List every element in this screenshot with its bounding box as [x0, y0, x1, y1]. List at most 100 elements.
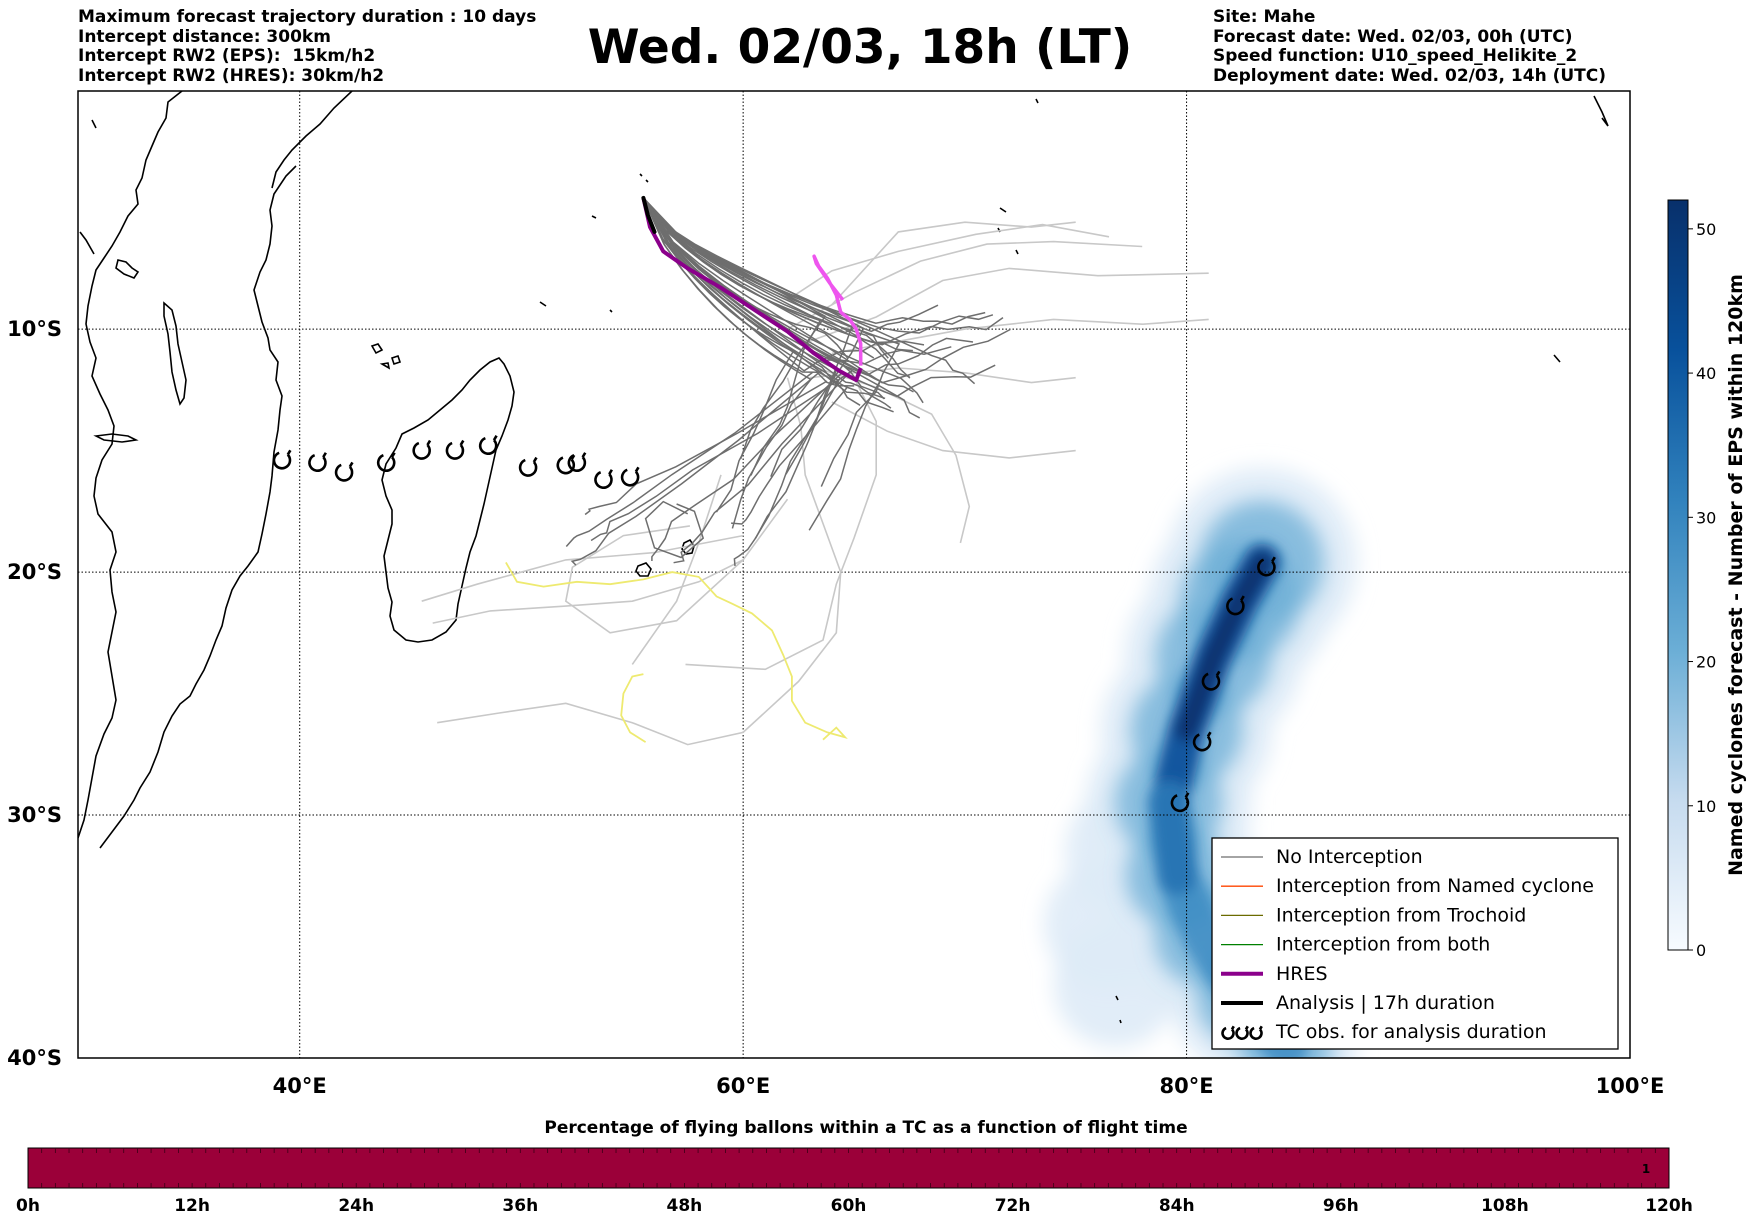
tc-symbol-tail: [322, 452, 327, 458]
eps-track: [642, 197, 865, 477]
header-right-info: Site: Mahe Forecast date: Wed. 02/03, 00…: [1213, 7, 1607, 86]
time-bar-fill: [27, 1147, 1670, 1189]
tc-symbol-tail: [426, 439, 432, 446]
tc-symbol-icon: [445, 439, 465, 460]
late-forecast-track: [432, 559, 744, 624]
tc-symbol-icon: [1221, 1025, 1235, 1040]
eps-track: [570, 369, 822, 566]
colorbar-tick-label: 0: [1696, 941, 1706, 960]
tc-symbol-arc: [620, 468, 640, 487]
page-title: Wed. 02/03, 18h (LT): [587, 20, 1133, 75]
colorbar-tick-label: 20: [1696, 653, 1716, 672]
header-right-line: Deployment date: Wed. 02/03, 14h (UTC): [1213, 65, 1607, 86]
tc-symbol-icon: [412, 439, 432, 460]
time-bar-tick-label: 36h: [502, 1196, 538, 1216]
hres-late-track: [812, 254, 863, 366]
header-right-line: Site: Mahe: [1213, 7, 1316, 27]
lat-tick-label: 10°S: [7, 317, 62, 341]
legend-label: Analysis | 17h duration: [1276, 992, 1495, 1014]
eps-track: [642, 197, 822, 476]
tc-symbol-arc: [567, 454, 587, 472]
yellow-track: [505, 561, 848, 741]
africa-coastline: [78, 91, 183, 839]
tc-symbol-tail: [286, 449, 292, 456]
tc-symbol-icon: [1201, 670, 1221, 691]
time-bar-tick-labels: 0h 12h 24h 36h 48h 60h 72h 84h 96h 108h 120h: [16, 1196, 1693, 1216]
mauritius-outline: [681, 538, 695, 555]
tc-symbol-arc: [1226, 597, 1245, 616]
graticule: [78, 91, 1630, 1058]
tc-symbol-tail: [1239, 595, 1245, 602]
legend-label: Interception from Named cyclone: [1276, 875, 1594, 897]
tc-symbol-arc: [445, 441, 465, 460]
colorbar-gradient: [1667, 199, 1689, 951]
reunion-outline: [635, 562, 652, 577]
tc-symbol-tail: [492, 435, 498, 441]
time-bar-value-label: 1: [1642, 1162, 1650, 1176]
tc-symbol-icon: [272, 449, 292, 470]
eps-track: [733, 369, 838, 566]
lake-outline-2: [93, 433, 139, 443]
tc-symbol-icon: [308, 452, 327, 472]
analysis-track: [641, 195, 657, 234]
tc-symbol-tail: [1184, 792, 1190, 798]
seychelles-islets: [79, 95, 1609, 1024]
tc-symbol-icon: [620, 466, 640, 487]
eps-tracks: [565, 197, 1011, 566]
small-lake-outline: [115, 259, 140, 279]
tc-symbol-icon: [1257, 556, 1276, 577]
header-left-info: Maximum forecast trajectory duration : 1…: [78, 7, 537, 86]
colorbar-tick-label: 50: [1696, 220, 1716, 239]
colorbar-tick-label: 40: [1696, 364, 1716, 383]
tc-symbol-icon: [334, 461, 354, 482]
time-bar-minor-ticks: [41, 1148, 1656, 1188]
time-bar-tick-label: 60h: [831, 1196, 867, 1216]
legend-label: HRES: [1276, 963, 1328, 985]
header-left-line: Maximum forecast trajectory duration : 1…: [78, 7, 537, 27]
tc-symbol-icon: [518, 456, 538, 477]
tc-symbol-arc: [1192, 733, 1212, 752]
tc-symbol-icon: [376, 452, 396, 472]
coastlines: [78, 91, 1609, 1024]
late-forecast-track: [831, 318, 1209, 355]
eps-track: [642, 197, 910, 378]
tc-symbol-tail: [608, 469, 613, 475]
tc-symbol-arc: [376, 454, 396, 472]
time-bar-tick-label: 12h: [174, 1196, 210, 1216]
late-forecast-track: [809, 267, 1209, 343]
tc-symbol-arc: [334, 463, 354, 482]
tc-symbol-arc: [518, 458, 538, 477]
map-frame: [77, 90, 1631, 1059]
lon-tick-label: 100°E: [1596, 1074, 1665, 1098]
lon-tick-label: 60°E: [716, 1074, 770, 1098]
tc-symbol-tail: [459, 439, 465, 446]
tc-symbol-arc: [1221, 1026, 1235, 1040]
colorbar-label: Named cyclones forecast - Number of EPS …: [1725, 274, 1747, 876]
header-left-line: Intercept RW2 (HRES): 30km/h2: [78, 65, 385, 86]
time-bar-tick-label: 24h: [338, 1196, 374, 1216]
header-left-line: Intercept distance: 300km: [78, 26, 331, 47]
colorbar-tick-label: 30: [1696, 508, 1716, 527]
tc-symbol-tail: [1206, 731, 1212, 738]
eps-track: [651, 372, 843, 561]
tc-symbol-icon: [1235, 1025, 1249, 1040]
legend-label: Interception from Trochoid: [1276, 904, 1526, 926]
time-bar-tick-label: 96h: [1323, 1196, 1359, 1216]
tc-symbol-tail: [1244, 1025, 1249, 1031]
eps-track: [644, 500, 705, 559]
legend-label: Interception from both: [1276, 934, 1490, 956]
time-bar-tick-label: 84h: [1159, 1196, 1195, 1216]
lon-tick-label: 40°E: [273, 1074, 327, 1098]
time-bar-title: Percentage of flying ballons within a TC…: [544, 1118, 1187, 1138]
eps-track: [642, 197, 889, 359]
lat-tick-label: 30°S: [7, 803, 62, 827]
eps-track: [565, 371, 814, 547]
tc-symbol-tail: [1271, 556, 1276, 563]
tc-symbol-tail: [532, 456, 538, 463]
tc-symbol-tail: [390, 452, 396, 458]
tc-symbol-icon: [1249, 1025, 1263, 1040]
tc-symbol-tail: [1215, 670, 1221, 677]
trajectory-layer: [421, 195, 1209, 746]
tc-symbol-icon: [567, 452, 587, 472]
